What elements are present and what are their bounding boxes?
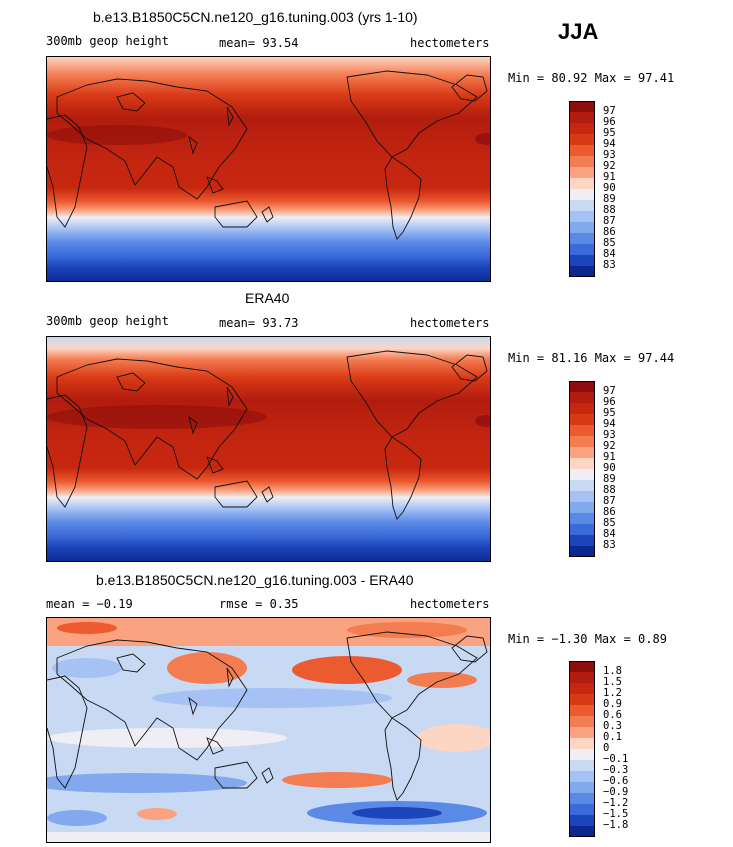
panel2-colorbar-bins — [569, 381, 595, 557]
cbar-label: 92 — [603, 440, 616, 452]
panel1-field-label: 300mb geop height — [46, 34, 169, 48]
panel2-minmax: Min = 81.16 Max = 97.44 — [508, 351, 675, 365]
panel2-title: ERA40 — [245, 290, 290, 306]
cbar-label: 83 — [603, 539, 616, 551]
cbar-label: −1.5 — [603, 808, 629, 820]
panel3-coastlines — [47, 631, 488, 801]
cbar-label: 87 — [603, 495, 616, 507]
cbar-label: 90 — [603, 462, 616, 474]
cbar-label: 83 — [603, 259, 616, 271]
cbar-label: 1.8 — [603, 665, 622, 677]
cbar-label: 0.9 — [603, 698, 622, 710]
panel1-map — [46, 56, 491, 282]
panel2-field-label: 300mb geop height — [46, 314, 169, 328]
panel3-anomaly-blobs — [47, 618, 490, 842]
panel3-map — [46, 617, 491, 843]
cbar-label: 0.6 — [603, 709, 622, 721]
cbar-label: −0.6 — [603, 775, 629, 787]
cbar-label: −0.9 — [603, 786, 629, 798]
cbar-label: 1.2 — [603, 687, 622, 699]
cbar-label: 92 — [603, 160, 616, 172]
panel2-map-svg — [47, 337, 490, 561]
cbar-label: 89 — [603, 193, 616, 205]
cbar-label: 89 — [603, 473, 616, 485]
panel3-title: b.e13.B1850C5CN.ne120_g16.tuning.003 - E… — [96, 572, 414, 588]
panel1-title: b.e13.B1850C5CN.ne120_g16.tuning.003 (yr… — [93, 9, 418, 25]
cbar-label: 94 — [603, 138, 616, 150]
cbar-label: −0.1 — [603, 753, 629, 765]
panel1-map-svg — [47, 57, 490, 281]
panel3-rmse: rmse = 0.35 — [219, 597, 299, 611]
cbar-label: −0.3 — [603, 764, 629, 776]
panel3-colorbar — [569, 661, 595, 837]
cbar-label: 0.3 — [603, 720, 622, 732]
panel2-field — [47, 337, 490, 561]
panel3-minmax: Min = −1.30 Max = 0.89 — [508, 632, 667, 646]
panel3-mean: mean = −0.19 — [46, 597, 133, 611]
cbar-label: 88 — [603, 484, 616, 496]
panel3-colorbar-bins — [569, 661, 595, 837]
panel3-units: hectometers — [410, 597, 490, 611]
cbar-label: 97 — [603, 385, 616, 397]
cbar-label: 91 — [603, 171, 616, 183]
panel1-minmax: Min = 80.92 Max = 97.41 — [508, 71, 675, 85]
cbar-label: 90 — [603, 182, 616, 194]
cbar-label: 0.1 — [603, 731, 622, 743]
season-label: JJA — [558, 19, 599, 44]
cbar-label: 93 — [603, 429, 616, 441]
cbar-label: 87 — [603, 215, 616, 227]
panel1-coastlines — [47, 70, 488, 240]
panel2-map — [46, 336, 491, 562]
panel3-map-svg — [47, 618, 490, 842]
cbar-label: 91 — [603, 451, 616, 463]
cbar-label: 95 — [603, 407, 616, 419]
cbar-label: 85 — [603, 237, 616, 249]
cbar-label: −1.2 — [603, 797, 629, 809]
panel2-mean: mean= 93.73 — [219, 316, 299, 330]
panel1-field — [47, 57, 490, 281]
cbar-label: 97 — [603, 105, 616, 117]
panel2-max-zone — [47, 405, 267, 429]
panel1-max-zone — [47, 125, 187, 145]
cbar-label: 0 — [603, 742, 610, 754]
cbar-label: 96 — [603, 116, 616, 128]
cbar-label: 84 — [603, 248, 616, 260]
cbar-label: 93 — [603, 149, 616, 161]
panel1-units: hectometers — [410, 36, 490, 50]
cbar-label: 88 — [603, 204, 616, 216]
cbar-label: 94 — [603, 418, 616, 430]
panel2-coastlines — [47, 350, 488, 520]
panel1-colorbar — [569, 101, 595, 277]
panel2-colorbar — [569, 381, 595, 557]
panel1-colorbar-bins — [569, 101, 595, 277]
cbar-label: 95 — [603, 127, 616, 139]
cbar-label: −1.8 — [603, 819, 629, 831]
panel2-units: hectometers — [410, 316, 490, 330]
cbar-label: 96 — [603, 396, 616, 408]
panel1-mean: mean= 93.54 — [219, 36, 299, 50]
cbar-label: 86 — [603, 226, 616, 238]
cbar-label: 85 — [603, 517, 616, 529]
cbar-label: 1.5 — [603, 676, 622, 688]
cbar-label: 86 — [603, 506, 616, 518]
cbar-label: 84 — [603, 528, 616, 540]
